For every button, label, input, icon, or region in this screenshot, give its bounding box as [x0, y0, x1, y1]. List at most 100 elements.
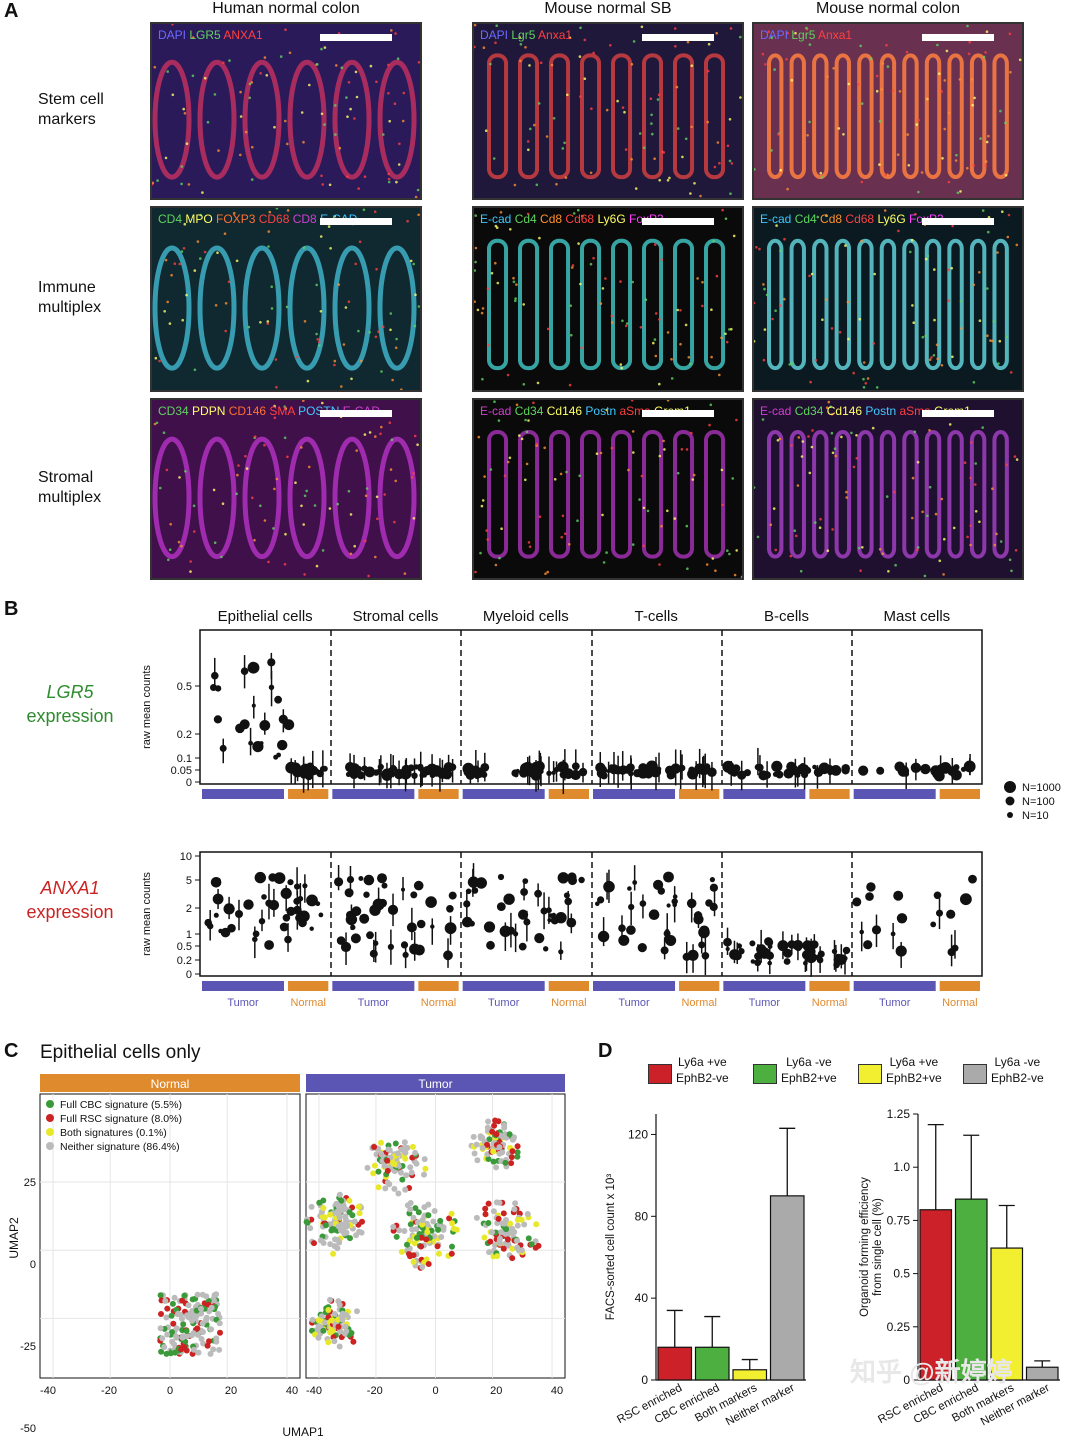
row-label-immune: Immune multiplex [38, 279, 102, 316]
umap-point [170, 1320, 177, 1327]
umap-point [450, 1225, 457, 1232]
cell-dot [275, 477, 279, 481]
cell-dot [539, 61, 543, 65]
cell-dot [871, 426, 875, 430]
cell-dot [810, 272, 814, 276]
micrograph-r3-c1: CD34 PDPN CD146 SMA POSTN E-CAD [150, 398, 422, 580]
data-point [628, 771, 634, 777]
data-point [627, 886, 632, 891]
umap-point [204, 1342, 211, 1349]
data-point [282, 914, 291, 922]
umap-point [353, 1232, 360, 1239]
data-point [876, 766, 885, 775]
cell-dot [363, 539, 367, 543]
cell-dot [963, 461, 967, 464]
cell-dot [224, 302, 228, 305]
cell-dot [769, 523, 773, 527]
stain-label: DAPI Lgr5 Anxa1 [480, 28, 572, 42]
x-tick-label: 0 [432, 1385, 438, 1397]
normal-group-label: Normal [551, 997, 586, 1009]
cell-dot [496, 281, 500, 285]
cell-dot [553, 478, 557, 481]
data-point [469, 881, 477, 888]
data-point [463, 900, 471, 908]
data-point [402, 951, 409, 958]
data-point [389, 764, 397, 772]
stain-marker: PDPN [188, 404, 226, 418]
micrograph-tissue [152, 400, 420, 578]
normal-group-label: Normal [290, 997, 325, 1009]
cell-dot [302, 400, 305, 402]
x-tick-label: 0 [167, 1385, 173, 1397]
cell-dot [417, 61, 420, 64]
data-point [496, 902, 506, 911]
cell-dot [300, 111, 304, 114]
cell-dot [789, 554, 793, 558]
cell-dot [933, 318, 936, 322]
data-point [682, 952, 691, 961]
data-point [818, 762, 831, 775]
stain-marker: ANXA1 [220, 28, 263, 42]
villus-shape [834, 53, 852, 180]
villus-shape [549, 430, 571, 559]
data-point [794, 944, 802, 952]
umap-point [308, 1203, 315, 1210]
cell-dot [526, 212, 530, 216]
data-point [698, 926, 710, 939]
cell-dot [762, 283, 765, 286]
cell-dot [676, 127, 680, 130]
cell-dot [728, 328, 731, 331]
villus-shape [812, 53, 829, 180]
umap-point [430, 1218, 437, 1225]
cell-dot [335, 64, 338, 67]
cell-dot [474, 45, 476, 49]
cell-dot [193, 368, 197, 372]
cell-dot [538, 236, 541, 240]
umap-point [401, 1139, 408, 1146]
tumor-group-bar [202, 981, 285, 991]
villus-shape [902, 53, 919, 180]
umap-point [395, 1190, 402, 1197]
cell-dot [958, 78, 962, 81]
cell-dot [346, 115, 349, 118]
cell-dot [529, 127, 532, 131]
tissue-background [754, 208, 1022, 390]
cell-dot [577, 242, 580, 245]
data-point [294, 883, 301, 890]
villus-shape [704, 53, 726, 180]
cell-dot [687, 356, 691, 359]
data-point [462, 762, 475, 775]
umap-point [418, 1234, 425, 1241]
bar [769, 1195, 805, 1381]
umap-point [501, 1220, 508, 1227]
cell-dot [515, 403, 519, 407]
villus-shape [969, 430, 987, 559]
cell-dot [881, 552, 884, 555]
umap-point [390, 1223, 397, 1230]
panel-letter-a: A [4, 0, 19, 22]
cell-dot [201, 191, 204, 194]
cell-dot [657, 93, 661, 97]
scale-bar [922, 34, 994, 41]
umap-point [486, 1249, 493, 1256]
villus-shape [879, 430, 897, 559]
tissue-background [474, 400, 742, 578]
umap-point [327, 1211, 334, 1218]
villus-shape [924, 430, 942, 559]
data-point [578, 767, 588, 777]
data-point [732, 951, 742, 961]
umap-point [371, 1144, 378, 1150]
cell-dot [924, 334, 927, 338]
micrograph-r1-c3: DAPI Lgr5 Anxa1 [752, 22, 1024, 200]
umap-point [331, 1243, 338, 1250]
tissue-background [754, 400, 1022, 578]
umap-point [402, 1186, 409, 1193]
cell-dot [406, 219, 409, 223]
cell-dot [267, 245, 270, 248]
data-point [559, 763, 566, 770]
cell-dot [317, 340, 321, 344]
cell-dot [513, 183, 517, 187]
data-point [562, 769, 569, 775]
umap-point [509, 1245, 516, 1252]
data-point [597, 930, 610, 943]
